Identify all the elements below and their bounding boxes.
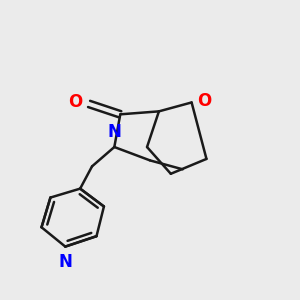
Text: O: O — [68, 93, 83, 111]
Text: N: N — [108, 123, 122, 141]
Text: O: O — [197, 92, 211, 110]
Text: N: N — [58, 253, 72, 271]
